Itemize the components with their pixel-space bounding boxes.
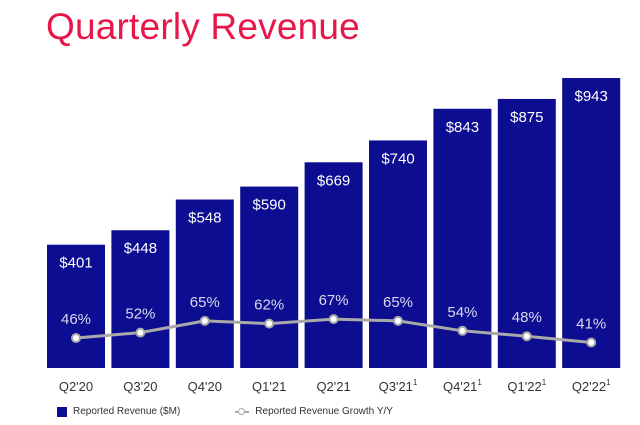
revenue-bar — [240, 186, 299, 368]
category-label: Q2'221 — [572, 378, 611, 394]
category-label: Q1'221 — [507, 378, 546, 394]
legend: Reported Revenue ($M) Reported Revenue G… — [57, 406, 448, 417]
footnote-mark: 1 — [606, 378, 611, 387]
legend-item-growth: Reported Revenue Growth Y/Y — [235, 406, 393, 417]
growth-value-label: 46% — [61, 311, 91, 328]
chart-title: Quarterly Revenue — [46, 6, 360, 47]
revenue-bar — [111, 230, 170, 368]
growth-point — [328, 314, 339, 325]
revenue-value-label: $669 — [317, 172, 350, 189]
category-label: Q2'20 — [59, 379, 93, 394]
legend-bar-swatch — [57, 406, 67, 417]
growth-point — [135, 327, 146, 338]
revenue-value-label: $875 — [510, 109, 543, 126]
growth-value-label: 65% — [190, 294, 220, 311]
footnote-mark: 1 — [477, 378, 482, 387]
growth-point — [586, 337, 597, 348]
growth-point — [521, 331, 532, 342]
category-label: Q2'21 — [316, 379, 350, 394]
legend-line-marker — [235, 407, 250, 417]
revenue-bar — [433, 108, 492, 368]
revenue-value-label: $548 — [188, 209, 221, 226]
footnote-mark: 1 — [413, 378, 418, 387]
revenue-value-label: $590 — [253, 197, 286, 214]
footnote-mark: 1 — [542, 378, 547, 387]
growth-value-label: 41% — [576, 316, 606, 333]
category-label: Q3'20 — [123, 379, 157, 394]
growth-value-label: 48% — [512, 309, 542, 326]
revenue-bar — [369, 140, 427, 368]
growth-point — [457, 325, 468, 336]
revenue-value-label: $401 — [59, 255, 92, 272]
growth-point — [264, 318, 275, 329]
growth-point — [199, 315, 210, 326]
revenue-value-label: $740 — [381, 150, 414, 167]
legend-item-revenue: Reported Revenue ($M) — [57, 406, 180, 417]
revenue-bar — [304, 162, 363, 368]
growth-value-label: 54% — [447, 304, 477, 321]
revenue-value-label: $843 — [446, 119, 479, 136]
revenue-bar — [497, 98, 556, 368]
legend-label-revenue: Reported Revenue ($M) — [73, 406, 181, 417]
revenue-bar — [562, 78, 621, 368]
category-label: Q1'21 — [252, 379, 286, 394]
legend-label-growth: Reported Revenue Growth Y/Y — [255, 406, 393, 417]
growth-point — [393, 315, 403, 326]
category-label: Q4'20 — [188, 379, 222, 394]
growth-value-label: 65% — [383, 294, 413, 311]
revenue-bar — [47, 244, 105, 368]
category-label: Q4'211 — [443, 378, 482, 394]
growth-value-label: 62% — [254, 297, 284, 314]
revenue-value-label: $943 — [575, 88, 608, 105]
growth-value-label: 52% — [125, 306, 155, 323]
category-label: Q3'211 — [379, 378, 418, 394]
growth-value-label: 67% — [319, 292, 349, 309]
growth-point — [71, 333, 81, 343]
revenue-bar — [175, 199, 234, 368]
revenue-value-label: $448 — [124, 240, 157, 257]
